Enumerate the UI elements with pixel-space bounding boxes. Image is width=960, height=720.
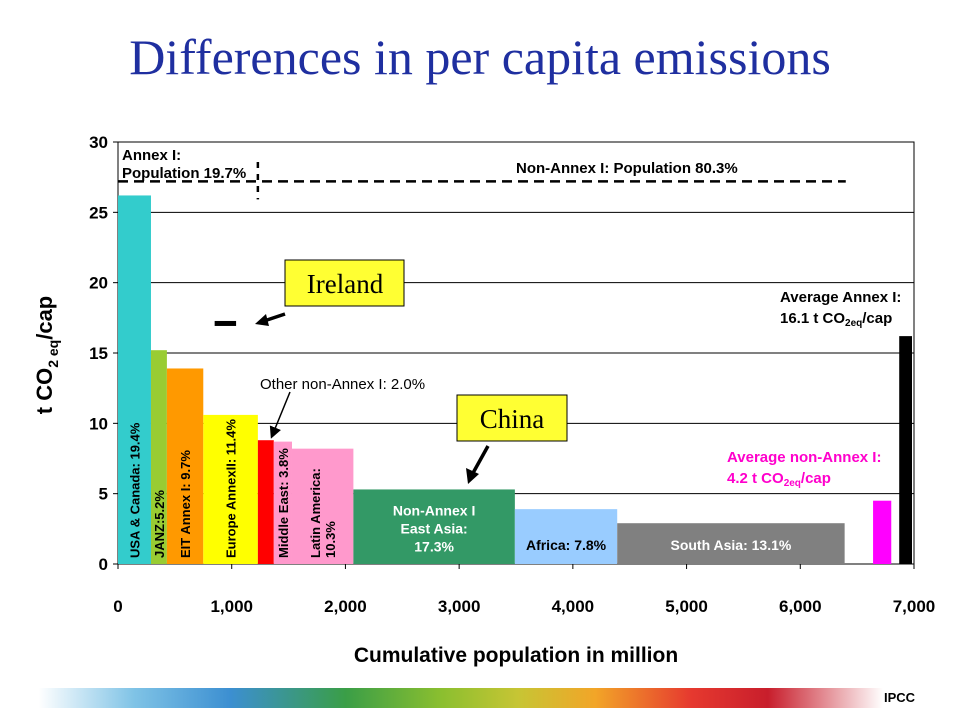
bar-9 [617, 523, 845, 564]
bars-layer: USA & Canada: 19.4% JANZ:5.2% EIT Annex I:… [118, 195, 912, 564]
x-axis-label: Cumulative population in million [354, 644, 678, 667]
china-arrow-line [471, 445, 490, 474]
y-axis-label: t CO2 eq/cap [32, 296, 61, 415]
ireland-marker [214, 320, 237, 326]
axis-layer: 0 5 10 15 20 25 30 0 1,000 2,000 3,000 4,000 5,000 6,… [32, 133, 935, 667]
bar-3 [203, 414, 258, 564]
bar-label-2: EIT Annex I: 9.7% [178, 450, 193, 558]
ireland-arrow-line [263, 312, 286, 323]
bar-6 [291, 448, 354, 564]
x-tick-label: 6,000 [779, 597, 822, 616]
bar-5 [273, 441, 292, 564]
other-nonannex-label: Other non-Annex I: 2.0% [260, 376, 425, 393]
ireland-callout-label: Ireland [307, 269, 384, 299]
bar-label-8: Africa: 7.8% [526, 537, 607, 553]
bar-7 [353, 489, 515, 564]
x-tick-label: 2,000 [324, 597, 367, 616]
average-annex-label-2: 16.1 t CO2eq/cap [780, 310, 892, 329]
china-arrow-head [466, 468, 479, 484]
bar-10 [873, 500, 892, 564]
x-tick-label: 7,000 [893, 597, 936, 616]
y-tick-label: 0 [99, 555, 108, 574]
bar-label-3: Europe AnnexII: 11.4% [224, 419, 239, 558]
average-nonannex-label-2: 4.2 t CO2eq/cap [727, 470, 831, 489]
footer-gradient-bar [0, 688, 960, 708]
slide-title: Differences in per capita emissions [129, 29, 831, 85]
bar-11 [899, 336, 912, 564]
x-tick-label: 3,000 [438, 597, 481, 616]
average-nonannex-label-1: Average non-Annex I: [727, 449, 881, 466]
china-callout-box [456, 394, 568, 442]
average-annex-label-1: Average Annex I: [780, 289, 901, 306]
x-tick-label: 5,000 [665, 597, 708, 616]
y-tick-label: 25 [89, 203, 108, 222]
per-capita-emissions-chart: USA & Canada: 19.4% JANZ:5.2% EIT Annex I:… [32, 133, 935, 667]
annex-population-label-1: Annex I: [122, 147, 181, 164]
y-tick-label: 20 [89, 274, 108, 293]
bar-label-9: South Asia: 13.1% [670, 537, 791, 553]
bar-0 [118, 195, 151, 564]
other-nonannex-arrow [269, 391, 291, 439]
china-callout-label: China [480, 404, 545, 434]
bar-label-6: Latin America:10.3% [308, 468, 338, 558]
ireland-callout-box [284, 259, 405, 307]
annex-population-label-2: Population 19.7% [122, 165, 246, 182]
annotation-layer: Annex I:Population 19.7% Non-Annex I: Pop… [118, 147, 901, 489]
bar-1 [150, 350, 167, 564]
y-tick-label: 10 [89, 414, 108, 433]
bar-label-0: USA & Canada: 19.4% [127, 422, 142, 558]
x-tick-label: 4,000 [552, 597, 595, 616]
nonannex-population-label: Non-Annex I: Population 80.3% [516, 160, 738, 177]
bar-label-7: Non-Annex I East Asia: 17.3% [393, 502, 475, 554]
footer-label: IPCC [884, 690, 916, 705]
x-tick-label: 1,000 [210, 597, 253, 616]
bar-label-1: JANZ:5.2% [152, 490, 167, 558]
bar-label-5: Middle East: 3.8% [276, 448, 291, 558]
x-tick-label: 0 [113, 597, 122, 616]
bar-8 [514, 509, 618, 564]
bar-4 [257, 440, 274, 564]
bar-2 [166, 368, 204, 564]
y-tick-label: 5 [99, 485, 108, 504]
y-tick-label: 30 [89, 133, 108, 152]
y-tick-label: 15 [89, 344, 108, 363]
ireland-arrow-head [255, 314, 269, 326]
